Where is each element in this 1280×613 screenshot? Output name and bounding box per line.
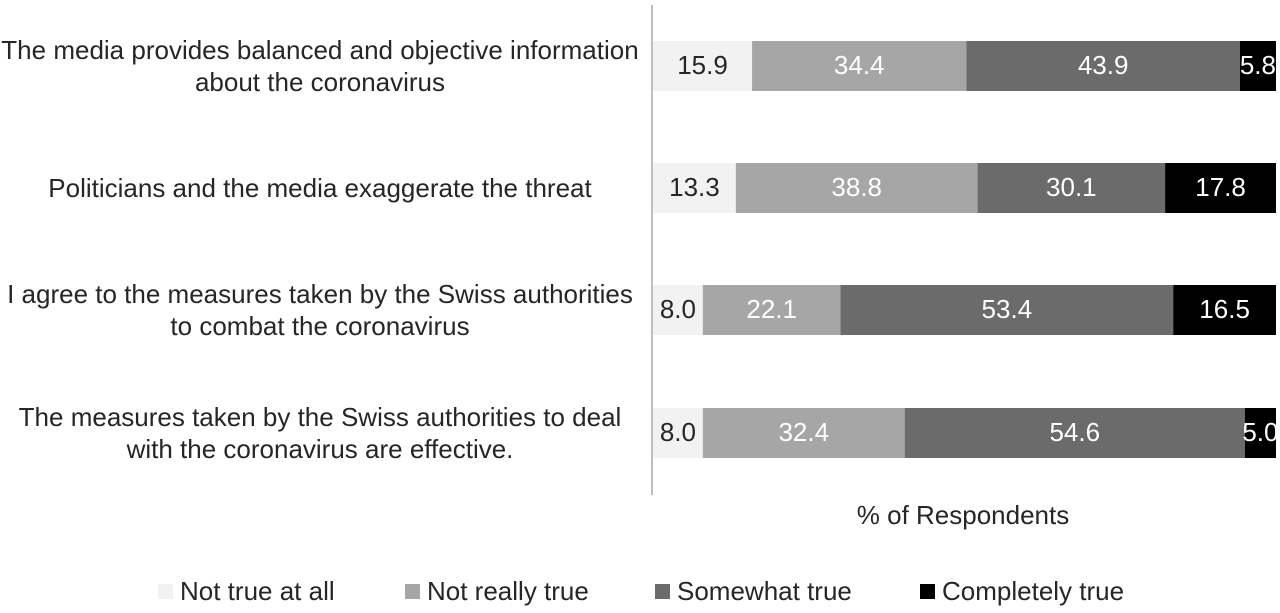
data-label: 16.5 <box>1199 294 1250 324</box>
x-axis-label: % of Respondents <box>857 500 1069 530</box>
bar-segment <box>1239 41 1276 91</box>
bar-segment <box>653 285 703 335</box>
data-label: 5.8 <box>1240 50 1276 80</box>
bar-segment <box>735 163 978 213</box>
data-label: 34.4 <box>834 50 885 80</box>
bar-segment <box>653 163 736 213</box>
data-label: 17.8 <box>1195 172 1246 202</box>
data-label: 30.1 <box>1046 172 1097 202</box>
legend-swatch <box>405 584 420 599</box>
legend-label: Not really true <box>427 576 589 606</box>
legend-swatch <box>158 584 173 599</box>
category-label: The media provides balanced and objectiv… <box>1 35 639 97</box>
data-label: 15.9 <box>677 50 728 80</box>
data-label: 32.4 <box>778 417 829 447</box>
data-label: 5.0 <box>1242 417 1278 447</box>
data-label: 53.4 <box>982 294 1033 324</box>
legend-swatch <box>655 584 670 599</box>
bar-segment <box>653 41 753 91</box>
bar-segment <box>1244 408 1276 458</box>
legend-label: Completely true <box>942 576 1124 606</box>
legend-label: Not true at all <box>180 576 335 606</box>
bar-segment <box>653 408 703 458</box>
data-label: 8.0 <box>660 294 696 324</box>
data-label: 22.1 <box>746 294 797 324</box>
bar-segment <box>752 41 967 91</box>
data-label: 54.6 <box>1049 417 1100 447</box>
category-label: The measures taken by the Swiss authorit… <box>18 402 622 464</box>
bar-segment <box>1165 163 1276 213</box>
category-label: I agree to the measures taken by the Swi… <box>7 279 633 341</box>
bar-segment <box>966 41 1240 91</box>
legend-label: Somewhat true <box>677 576 852 606</box>
bar-segment <box>702 285 841 335</box>
bar-segment <box>1173 285 1276 335</box>
bar-segment <box>840 285 1174 335</box>
bar-segment <box>702 408 905 458</box>
data-label: 43.9 <box>1078 50 1129 80</box>
bar-segment <box>977 163 1166 213</box>
data-label: 38.8 <box>831 172 882 202</box>
bar-segment <box>904 408 1245 458</box>
data-label: 8.0 <box>660 417 696 447</box>
legend-swatch <box>920 584 935 599</box>
data-label: 13.3 <box>669 172 720 202</box>
category-label: Politicians and the media exaggerate the… <box>48 173 592 203</box>
